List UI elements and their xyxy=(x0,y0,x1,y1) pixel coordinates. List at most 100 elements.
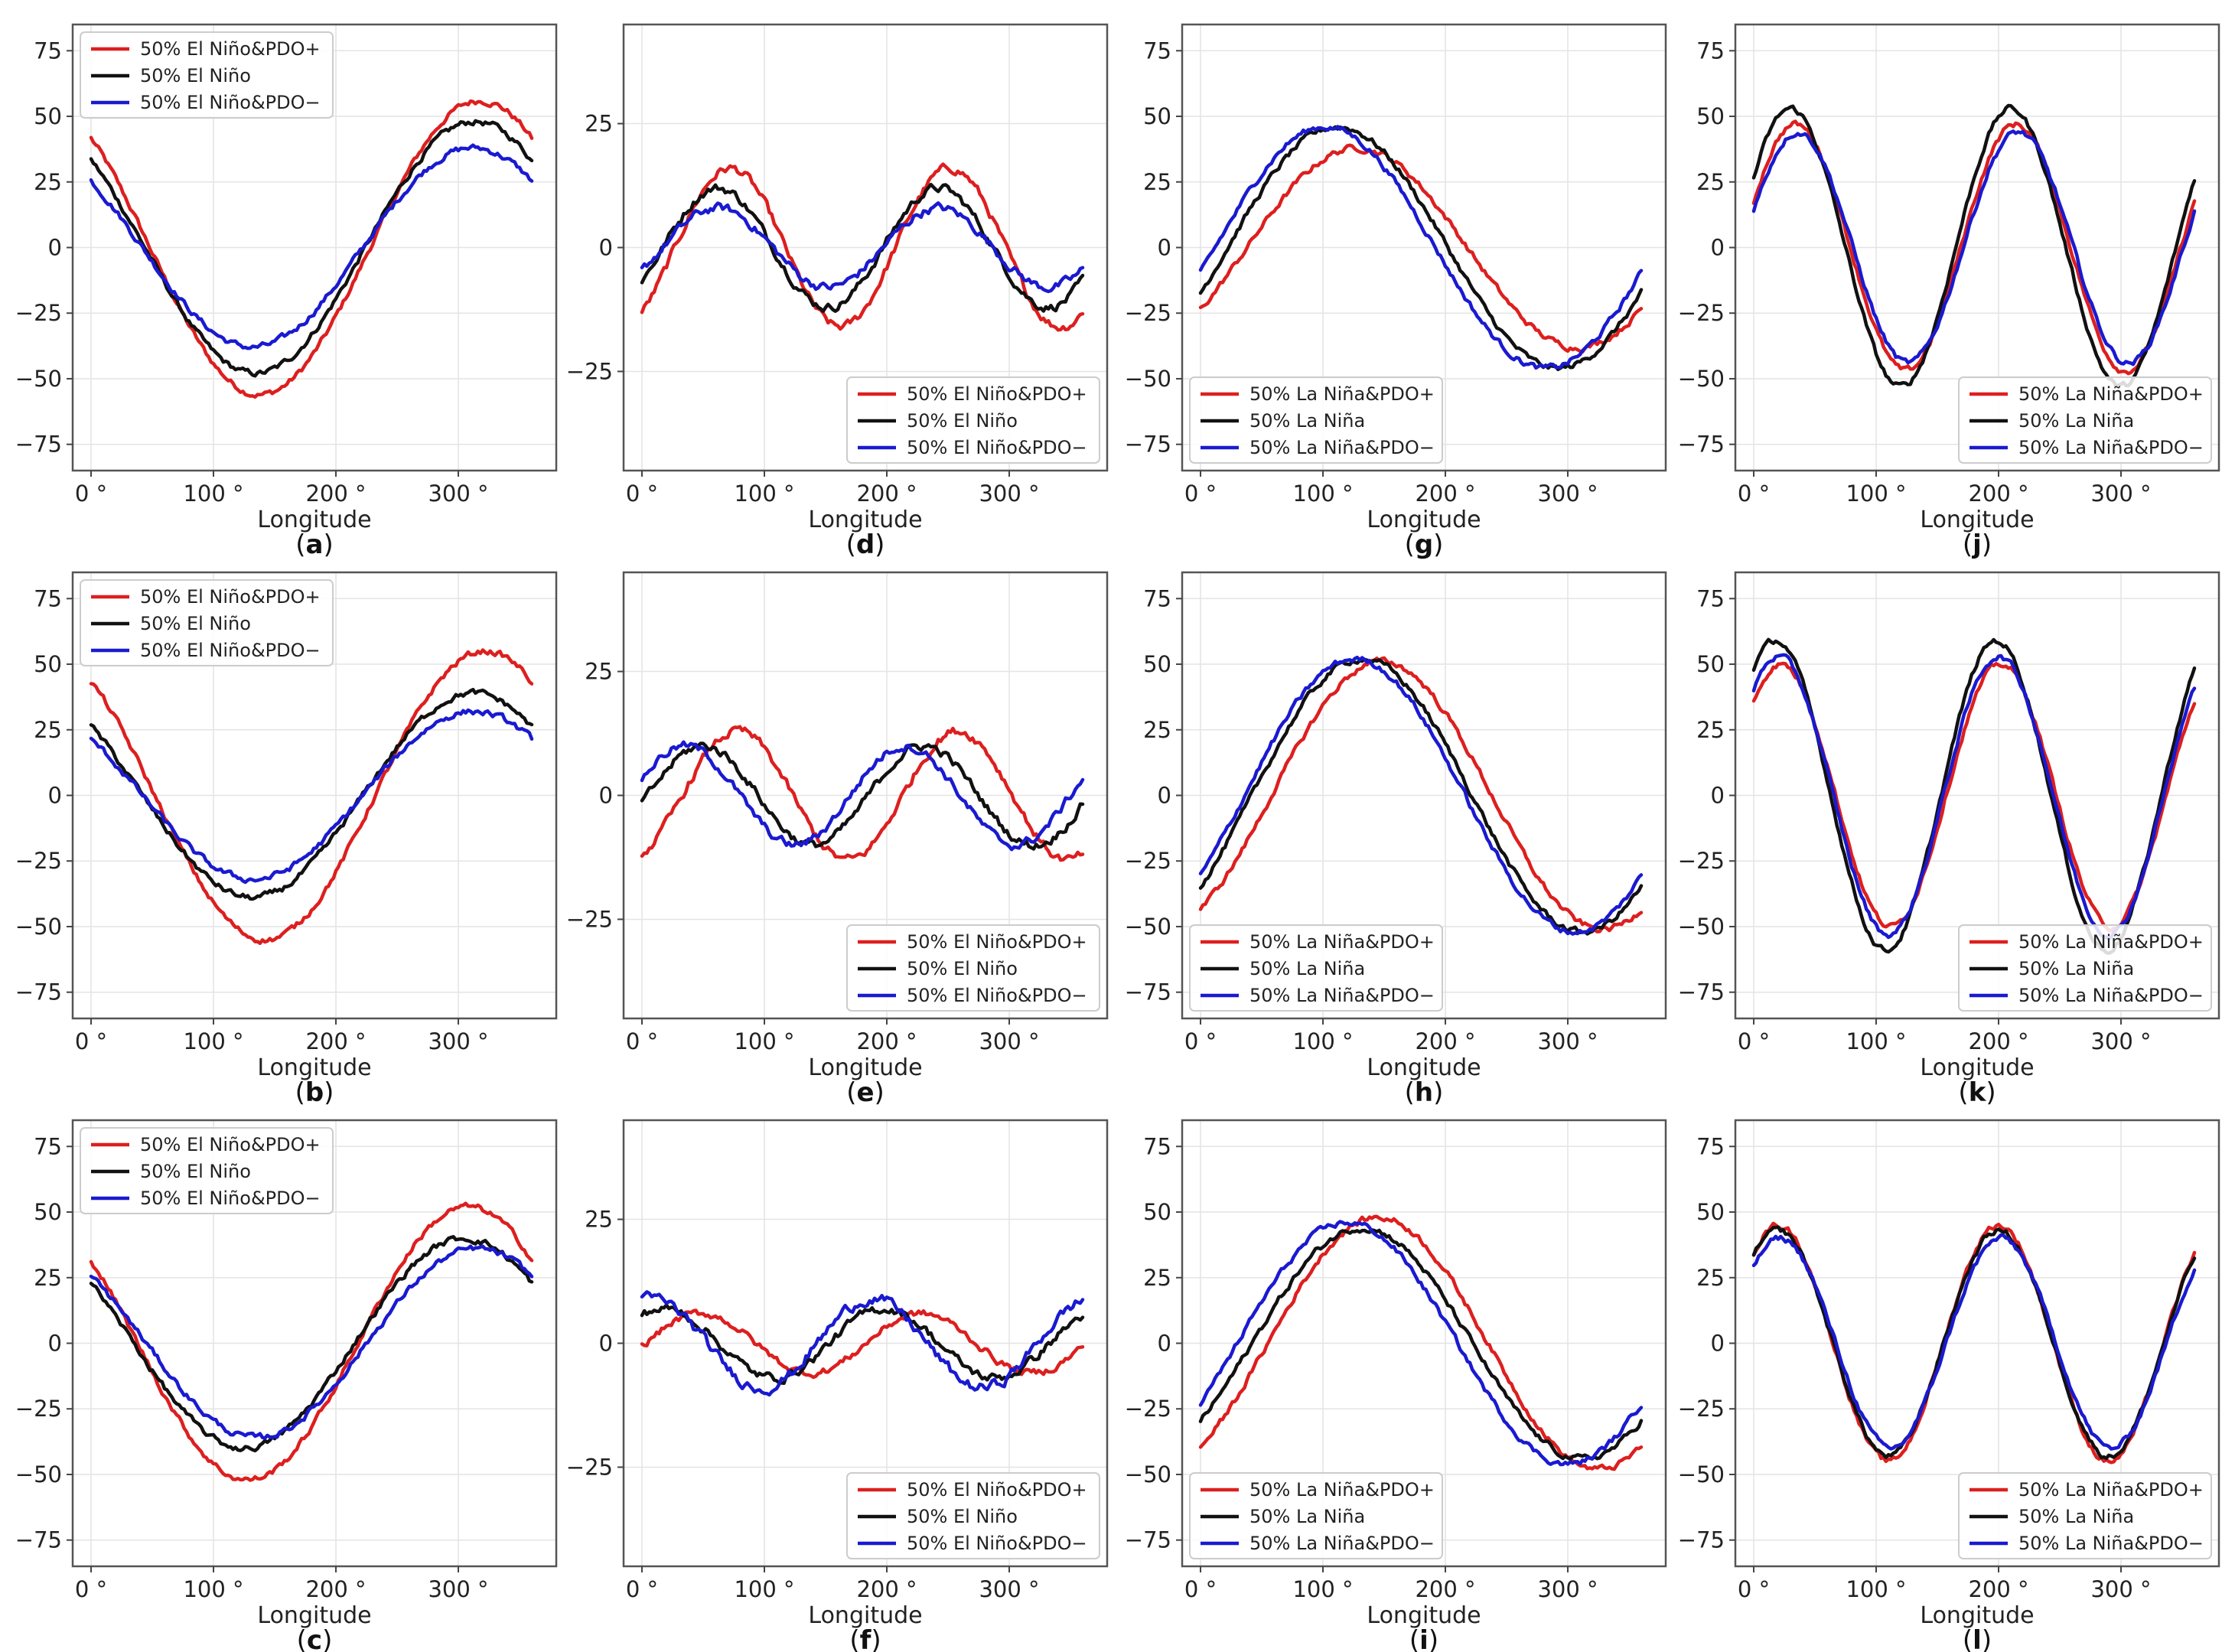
x-tick-label: 100 ° xyxy=(1846,481,1906,507)
series-line-e-1 xyxy=(640,741,1085,851)
x-tick-label: 100 ° xyxy=(183,481,243,507)
series-line-a-0 xyxy=(89,99,534,399)
y-tick-label: −50 xyxy=(15,1461,62,1487)
series-line-g-0 xyxy=(1198,143,1644,354)
panel-e: 25 0 −25 0 ° 100 ° 200 ° 300 ° Longitude(e) 50% … xyxy=(566,571,1109,1108)
panel-label: (h) xyxy=(1405,1077,1444,1108)
y-tick-label: 25 xyxy=(34,1265,62,1291)
x-tick-label: 300 ° xyxy=(1537,1576,1598,1602)
x-axis-label: Longitude xyxy=(808,1602,922,1629)
x-tick-label: 300 ° xyxy=(428,1576,488,1602)
y-tick-label: 50 xyxy=(1696,651,1725,677)
legend-entry: 50% El Niño&PDO+ xyxy=(140,38,321,60)
y-tick-label: 25 xyxy=(34,169,62,195)
panel-label: (j) xyxy=(1963,529,1992,560)
x-axis-label: Longitude xyxy=(1920,1054,2034,1081)
x-tick-label: 300 ° xyxy=(979,1028,1039,1054)
panel-label: (l) xyxy=(1963,1625,1992,1652)
series-line-g-2 xyxy=(1198,125,1644,370)
legend-entry: 50% El Niño xyxy=(140,1161,251,1182)
legend-entry: 50% La Niña&PDO+ xyxy=(1249,931,1435,953)
series-line-d-2 xyxy=(640,201,1085,294)
x-tick-label: 0 ° xyxy=(1184,481,1217,507)
y-tick-label: 0 xyxy=(599,235,613,261)
legend: 50% La Niña&PDO+ 50% La Niña 50% La Niña&P… xyxy=(1958,924,2212,1012)
x-tick-label: 300 ° xyxy=(2090,1576,2151,1602)
panel-label: (b) xyxy=(295,1077,334,1108)
x-tick-label: 300 ° xyxy=(979,1576,1039,1602)
legend: 50% La Niña&PDO+ 50% La Niña 50% La Niña&P… xyxy=(1958,1472,2212,1559)
panel-label: (e) xyxy=(846,1077,885,1108)
legend: 50% El Niño&PDO+ 50% El Niño 50% El Niño&P… xyxy=(846,924,1100,1012)
y-tick-label: −25 xyxy=(1125,1396,1171,1422)
x-tick-label: 200 ° xyxy=(1968,481,2028,507)
panel-k: 75 50 25 0 −25 −50 −75 0 ° 100 ° 200 ° 300 ° Longit… xyxy=(1678,571,2220,1108)
x-tick-label: 300 ° xyxy=(428,481,488,507)
y-tick-label: −25 xyxy=(1125,300,1171,326)
y-tick-label: 0 xyxy=(1158,235,1171,261)
y-tick-label: 25 xyxy=(1143,169,1171,195)
legend-entry: 50% El Niño&PDO+ xyxy=(907,1479,1087,1500)
y-tick-label: 0 xyxy=(1711,1331,1725,1357)
y-tick-label: 50 xyxy=(34,103,62,129)
legend-entry: 50% La Niña xyxy=(1249,410,1365,432)
y-tick-label: 75 xyxy=(34,37,62,64)
x-tick-label: 100 ° xyxy=(734,1576,794,1602)
y-tick-label: 75 xyxy=(1696,1133,1725,1159)
y-tick-label: −75 xyxy=(15,1527,62,1553)
series-line-l-1 xyxy=(1751,1225,2197,1461)
series-line-c-0 xyxy=(89,1201,534,1482)
series-line-b-2 xyxy=(89,708,534,885)
legend-box xyxy=(80,579,334,666)
y-tick-label: 75 xyxy=(34,585,62,611)
legend-entry: 50% El Niño&PDO− xyxy=(140,1188,321,1209)
legend-entry: 50% La Niña&PDO− xyxy=(2018,985,2204,1006)
panel-label: (f) xyxy=(849,1625,881,1652)
x-tick-label: 200 ° xyxy=(1415,1028,1475,1054)
series-line-h-0 xyxy=(1198,656,1644,934)
series-line-d-0 xyxy=(640,162,1085,332)
y-tick-label: −50 xyxy=(1125,366,1171,392)
x-axis-label: Longitude xyxy=(808,507,922,533)
x-tick-label: 200 ° xyxy=(1415,481,1475,507)
y-tick-label: −75 xyxy=(15,979,62,1005)
y-tick-label: −25 xyxy=(1678,300,1725,326)
legend-entry: 50% El Niño xyxy=(140,65,251,86)
x-tick-label: 100 ° xyxy=(1846,1576,1906,1602)
series-line-g-1 xyxy=(1198,125,1644,372)
y-tick-label: −75 xyxy=(1678,1527,1725,1553)
legend: 50% El Niño&PDO+ 50% El Niño 50% El Niño&P… xyxy=(846,1472,1100,1559)
legend-entry: 50% El Niño xyxy=(907,958,1018,979)
x-tick-label: 100 ° xyxy=(1292,481,1353,507)
x-axis-label: Longitude xyxy=(1920,1602,2034,1629)
legend-entry: 50% La Niña&PDO+ xyxy=(2018,931,2204,953)
y-tick-label: −50 xyxy=(1125,1461,1171,1487)
y-tick-label: −25 xyxy=(15,300,62,326)
legend-entry: 50% La Niña&PDO+ xyxy=(1249,1479,1435,1500)
y-tick-label: 50 xyxy=(1143,1199,1171,1225)
series-line-j-1 xyxy=(1751,103,2197,388)
y-tick-label: 75 xyxy=(1696,585,1725,611)
legend-box xyxy=(846,924,1100,1012)
legend-entry: 50% El Niño&PDO− xyxy=(907,1533,1087,1554)
x-tick-label: 200 ° xyxy=(856,481,917,507)
y-tick-label: −50 xyxy=(1678,914,1725,940)
legend-entry: 50% La Niña&PDO+ xyxy=(2018,383,2204,405)
y-tick-label: 0 xyxy=(1711,783,1725,809)
y-tick-label: −75 xyxy=(1678,979,1725,1005)
x-tick-label: 300 ° xyxy=(428,1028,488,1054)
series-line-d-1 xyxy=(640,182,1085,313)
x-tick-label: 200 ° xyxy=(305,1576,366,1602)
legend-box xyxy=(846,1472,1100,1559)
legend-box xyxy=(846,376,1100,464)
x-axis-label: Longitude xyxy=(1920,507,2034,533)
series-line-a-1 xyxy=(89,119,534,378)
y-tick-label: 25 xyxy=(585,1207,613,1233)
y-tick-label: 0 xyxy=(1158,783,1171,809)
legend-entry: 50% El Niño xyxy=(907,1506,1018,1527)
legend-entry: 50% La Niña&PDO+ xyxy=(2018,1479,2204,1500)
x-tick-label: 300 ° xyxy=(1537,481,1598,507)
x-tick-label: 100 ° xyxy=(1846,1028,1906,1054)
x-axis-label: Longitude xyxy=(1367,1054,1481,1081)
y-tick-label: 25 xyxy=(1696,169,1725,195)
